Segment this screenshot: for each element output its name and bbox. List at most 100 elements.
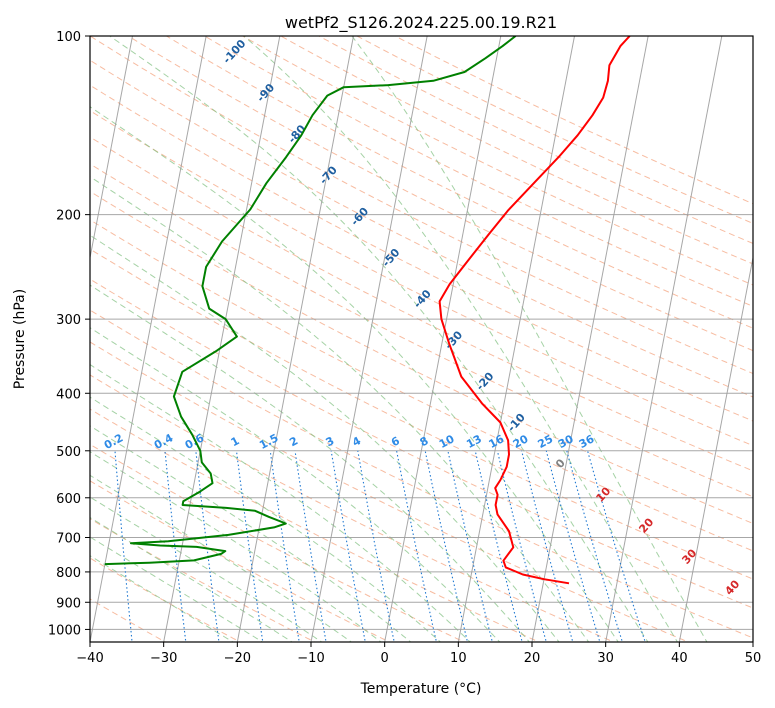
dry-adiabat [90,480,391,642]
dry-adiabat [90,59,753,398]
mixing-ratio-line [496,450,547,642]
mixing-ratio-label: 36 [577,432,597,451]
x-axis-label: Temperature (°C) [360,681,482,697]
mixing-ratio-label: 30 [556,432,576,451]
mixing-ratio-line [474,450,523,642]
x-tick-label: 50 [745,651,762,666]
dry-adiabat [241,36,753,286]
moist-adiabat [90,555,234,642]
moist-adiabat [243,36,678,642]
y-tick-label: 700 [56,532,81,547]
moist-adiabat [90,425,412,642]
mixing-ratio-line [114,450,133,642]
dry-adiabat [90,36,753,375]
mixing-ratio-line [521,450,574,642]
moist-adiabat [90,106,619,642]
isotherm [752,639,753,642]
dry-adiabat-label: -60 [348,205,371,229]
mixing-ratio-label: 1 [229,434,242,449]
moist-adiabat [90,451,382,642]
x-tick-label: −20 [224,651,251,666]
y-tick-label: 900 [56,596,81,611]
y-tick-label: 600 [56,492,81,507]
y-tick-label: 1000 [48,623,81,638]
dry-adiabat [90,309,753,639]
y-axis-label: Pressure (hPa) [12,289,28,389]
x-tick-label: 0 [381,651,389,666]
y-tick-label: 500 [56,445,81,460]
mixing-ratio-label: 0.2 [102,431,125,452]
dry-adiabat-label: -20 [474,369,497,393]
moist-adiabat-label: 20 [636,515,656,535]
dry-adiabat [165,36,753,329]
y-tick-label: 100 [56,30,81,45]
dry-adiabat [279,36,753,265]
dry-adiabat [90,518,316,642]
moist-adiabat [90,327,501,642]
isotherm [0,36,59,642]
line-labels: -100-90-80-70-60-50-40-30-20-10010203040… [102,37,743,598]
dry-adiabat [90,374,615,642]
mixing-ratio-line [424,450,469,642]
plot-frame [89,35,754,643]
x-axis: −40 −30 −20 −10 0 10 20 30 40 50 [76,642,761,666]
dry-adiabat [90,248,753,580]
mixing-ratio-line [68,451,82,645]
moist-adiabat [351,36,708,642]
moist-adiabat-label: 10 [593,484,613,504]
mixing-ratio-line [447,450,493,642]
dry-adiabat [90,557,242,642]
y-tick-label: 400 [56,387,81,402]
mixing-ratio-line [164,450,187,642]
mixing-ratio-label: 3 [324,434,337,449]
dry-adiabat-label: -70 [317,163,340,187]
mixing-ratio-line [587,450,646,642]
moist-adiabat [90,496,323,642]
moist-adiabat [109,36,649,642]
mixing-ratio-label: 6 [389,434,402,449]
x-tick-label: −30 [150,651,177,666]
x-tick-label: 40 [671,651,688,666]
dewpoint-profile-line [104,36,517,566]
x-tick-label: 10 [450,651,467,666]
mixing-ratio-line [330,450,366,642]
dry-adiabat [90,84,753,422]
isotherm [236,36,354,642]
dry-adiabat [90,163,753,498]
mixing-ratio-label: 2 [287,434,300,449]
dry-adiabat-label: -40 [411,287,434,311]
dry-adiabat [127,36,753,352]
mixing-ratio-line [294,450,327,642]
dry-adiabat [90,341,690,642]
x-tick-label: 30 [597,651,614,666]
dry-adiabat [394,36,753,205]
isotherm [384,36,502,642]
profile-series [104,36,631,585]
isotherm [605,36,723,642]
temperature-profile-line [438,36,631,585]
y-tick-label: 300 [56,313,81,328]
mixing-ratio-label: 13 [464,432,484,451]
x-tick-label: −40 [76,651,103,666]
dry-adiabat [90,443,466,642]
isotherm [678,255,753,642]
mixing-ratio-line [566,450,623,642]
isotherm [90,36,133,261]
mixing-ratio-label: 16 [487,432,507,451]
dry-adiabat-label: -100 [220,37,248,66]
moist-adiabat-label: 40 [722,577,742,597]
mixing-ratio-line [269,450,300,642]
isotherm [163,36,281,642]
mixing-ratio-label: 25 [536,432,556,451]
mixing-ratio-line [357,450,395,642]
y-axis: 1000 900 800 700 600 500 400 300 200 100 [48,30,90,638]
x-tick-label: −10 [297,651,324,666]
mixing-ratio-label: 8 [418,434,431,449]
dry-adiabat-label: -10 [505,411,528,435]
y-tick-label: 800 [56,566,81,581]
chart-title: wetPf2_S126.2024.225.00.19.R21 [285,13,557,33]
background-lines [0,36,753,645]
moist-adiabat [90,234,560,642]
mixing-ratio-label: 10 [437,432,457,451]
